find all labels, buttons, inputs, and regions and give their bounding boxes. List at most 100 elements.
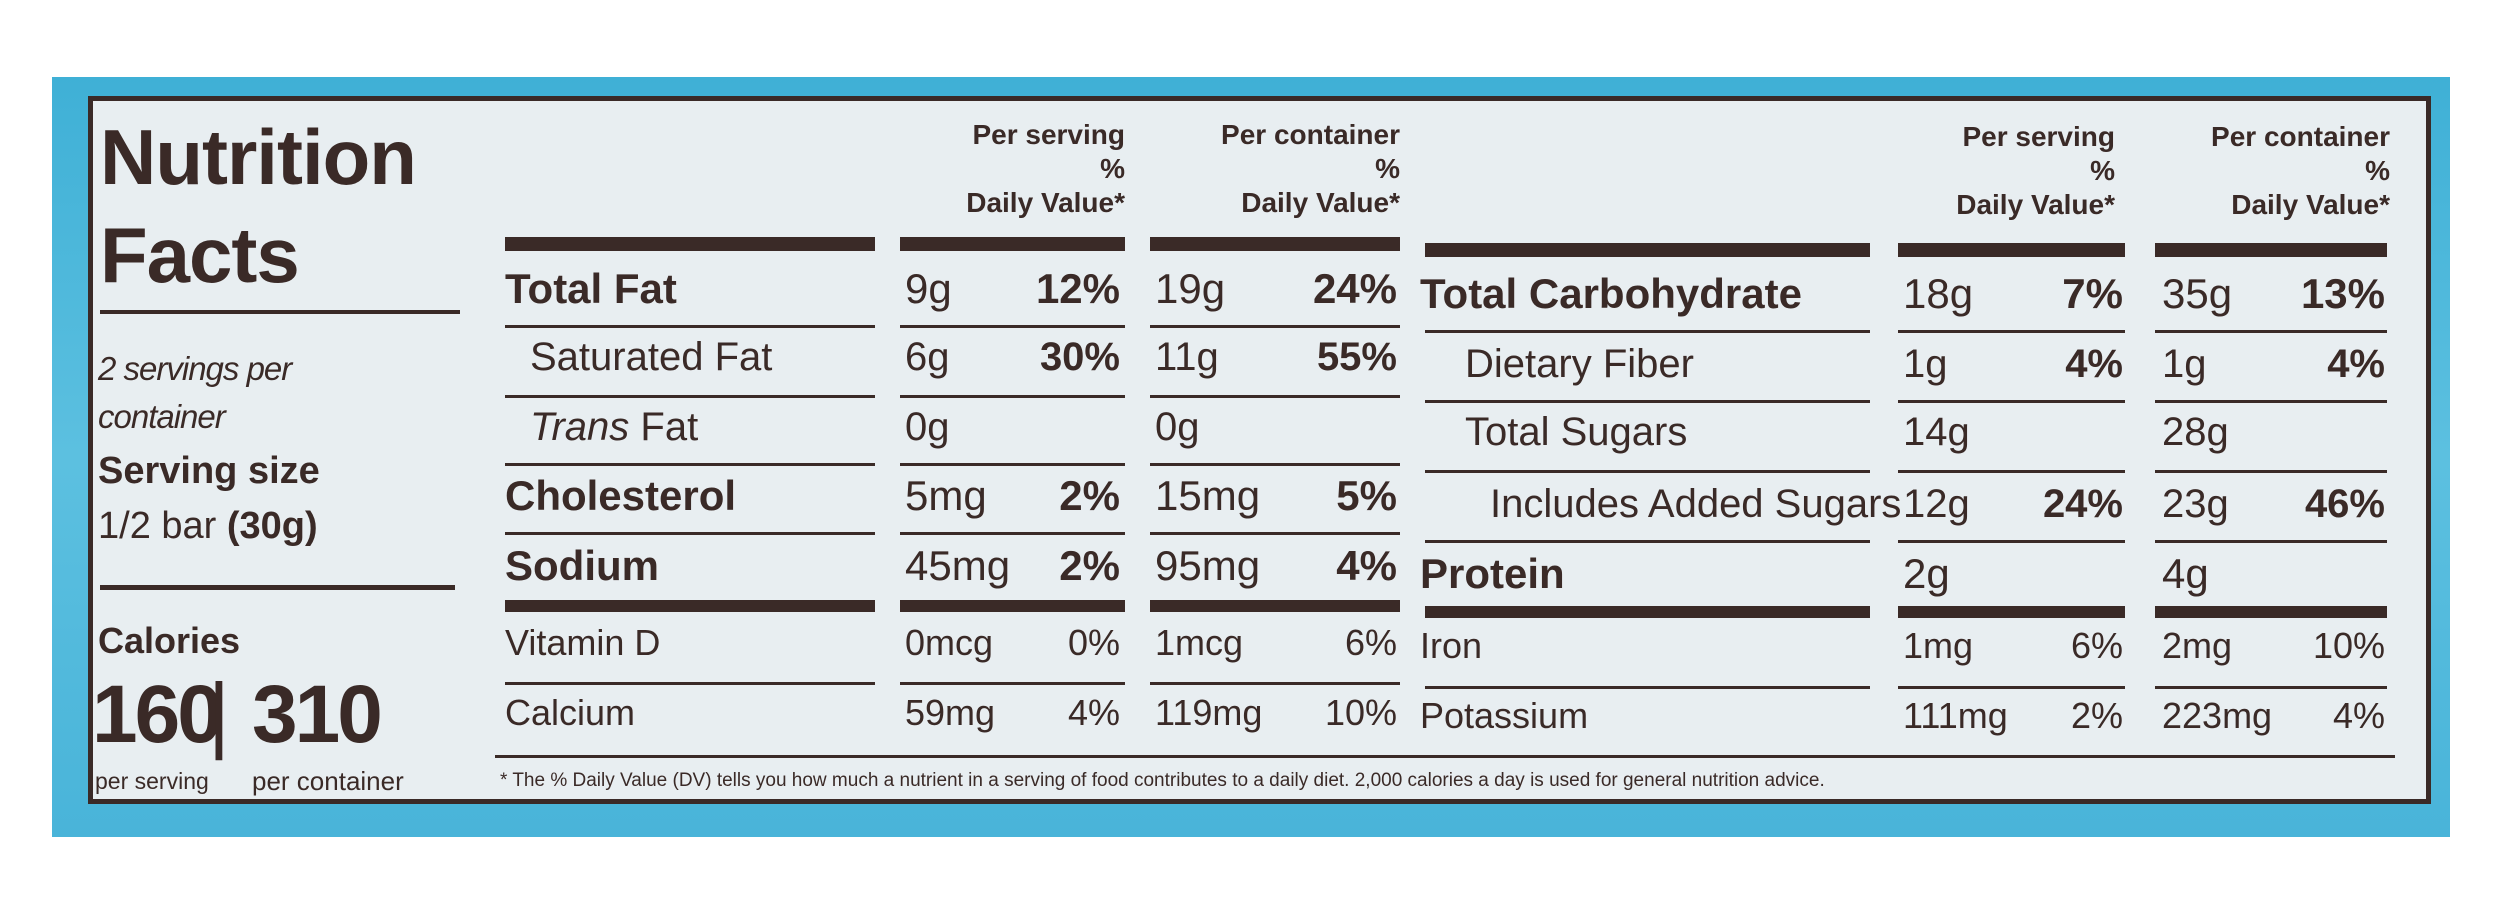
calories-per-container: 310: [252, 669, 383, 760]
right-row-divider: [1425, 686, 1870, 689]
left-row-divider: [900, 463, 1125, 466]
header-text: Per container: [1221, 119, 1400, 150]
left-serving-dv: 2%: [1059, 542, 1120, 589]
left-container-dv: 24%: [1312, 265, 1397, 312]
right-row-divider: [1425, 330, 1870, 333]
right-row-divider: [1425, 540, 1870, 543]
left-serving-dv: 2%: [1059, 472, 1120, 519]
title-nutrition: Nutrition: [100, 113, 417, 201]
right-row-divider: [1425, 400, 1870, 403]
footnote: * The % Daily Value (DV) tells you how m…: [500, 770, 1825, 791]
header-right-per-container: Per container % Daily Value*: [2140, 120, 2390, 222]
nutrient-name-italic: Trans: [530, 405, 630, 449]
left-row-divider: [1150, 463, 1400, 466]
left-serving-amount: 45mg: [905, 542, 1011, 589]
header-percent: %: [2365, 155, 2390, 186]
right-container-dv: 4%: [2327, 342, 2385, 386]
header-left-per-serving: Per serving % Daily Value*: [880, 118, 1125, 220]
right-row-divider: [1898, 686, 2125, 689]
right-row-divider: [1425, 606, 1870, 618]
left-row-divider: [505, 532, 875, 535]
left-row-divider: [505, 325, 875, 328]
left-container-dv: 4%: [1336, 542, 1397, 589]
servings-per-container-line2: container: [98, 398, 226, 435]
left-nutrient-name: Calcium: [505, 692, 636, 733]
header-dv: Daily Value*: [2231, 189, 2390, 220]
left-nutrient-name: Saturated Fat: [530, 335, 773, 379]
right-nutrient-name: Includes Added Sugars: [1490, 482, 1902, 526]
serving-divider: [100, 585, 455, 590]
left-row-divider: [900, 532, 1125, 535]
left-row-divider: [505, 600, 875, 612]
right-row-divider: [1898, 540, 2125, 543]
header-right-per-serving: Per serving % Daily Value*: [1870, 120, 2115, 222]
right-serving-dv: 24%: [2042, 482, 2123, 526]
right-row-divider: [2155, 686, 2387, 689]
left-nutrient-name: Total Fat: [505, 265, 677, 312]
right-container-amount: 28g: [2162, 410, 2229, 454]
calories-divider: |: [208, 666, 230, 760]
right-row-divider: [1898, 330, 2125, 333]
right-nutrient-name: Iron: [1420, 625, 1483, 666]
header-percent: %: [2090, 155, 2115, 186]
serving-size-label: Serving size: [98, 450, 320, 492]
right-serving-amount: 14g: [1903, 410, 1970, 454]
calories-per-container-caption: per container: [252, 766, 404, 796]
right-row-divider: [1898, 400, 2125, 403]
right-nutrient-name: Protein: [1420, 550, 1565, 597]
right-name-thick-rule: [1425, 243, 1870, 257]
servings-per-container-line1: 2 servings per: [98, 350, 292, 387]
left-serving-amount: 0g: [905, 405, 950, 449]
serving-size-amount: 1/2 bar: [98, 505, 227, 547]
right-row-divider: [1898, 470, 2125, 473]
left-serving-amount: 59mg: [905, 692, 996, 733]
right-container-amount: 35g: [2162, 270, 2233, 317]
serving-size-grams: (30g): [226, 505, 318, 547]
header-percent: %: [1375, 153, 1400, 184]
left-container-dv: 55%: [1316, 335, 1397, 379]
right-container-amount: 2mg: [2162, 625, 2233, 666]
right-row-divider: [1425, 470, 1870, 473]
nutrient-name-rest: Fat: [629, 405, 699, 449]
left-nutrient-name: Vitamin D: [505, 622, 661, 663]
right-nutrient-name: Potassium: [1420, 695, 1589, 736]
right-row-divider: [2155, 606, 2387, 618]
right-row-divider: [2155, 400, 2387, 403]
left-container-dv: 10%: [1324, 692, 1397, 733]
header-dv: Daily Value*: [1241, 187, 1400, 218]
header-text: Per serving: [1962, 121, 2115, 152]
left-container-amount: 15mg: [1155, 472, 1261, 519]
left-container-amount: 95mg: [1155, 542, 1261, 589]
left-container-amount: 119mg: [1155, 692, 1263, 733]
left-container-thick-rule: [1150, 237, 1400, 251]
calories-per-serving: 160: [92, 669, 223, 760]
left-serving-amount: 5mg: [905, 472, 987, 519]
left-nutrient-name: Trans Fat: [530, 405, 698, 450]
right-serving-amount: 111mg: [1903, 695, 2008, 736]
right-container-dv: 4%: [2332, 695, 2385, 736]
left-container-amount: 19g: [1155, 265, 1226, 312]
left-nutrient-name: Sodium: [505, 542, 659, 589]
header-dv: Daily Value*: [966, 187, 1125, 218]
left-row-divider: [505, 682, 875, 685]
title-divider: [100, 310, 460, 314]
right-row-divider: [2155, 470, 2387, 473]
left-serving-dv: 4%: [1067, 692, 1120, 733]
left-container-amount: 1mcg: [1155, 622, 1244, 663]
right-row-divider: [2155, 330, 2387, 333]
right-container-amount: 223mg: [2162, 695, 2273, 736]
right-container-dv: 13%: [2300, 270, 2385, 317]
right-serving-amount: 1mg: [1903, 625, 1974, 666]
right-serving-dv: 2%: [2070, 695, 2123, 736]
left-row-divider: [505, 395, 875, 398]
left-row-divider: [1150, 600, 1400, 612]
right-serving-amount: 18g: [1903, 270, 1974, 317]
calories-per-serving-caption: per serving: [95, 768, 209, 794]
right-container-dv: 10%: [2312, 625, 2385, 666]
right-serving-amount: 12g: [1903, 482, 1970, 526]
left-serving-dv: 30%: [1039, 335, 1120, 379]
title-facts: Facts: [100, 211, 300, 299]
right-container-thick-rule: [2155, 243, 2387, 257]
left-row-divider: [1150, 395, 1400, 398]
header-dv: Daily Value*: [1956, 189, 2115, 220]
